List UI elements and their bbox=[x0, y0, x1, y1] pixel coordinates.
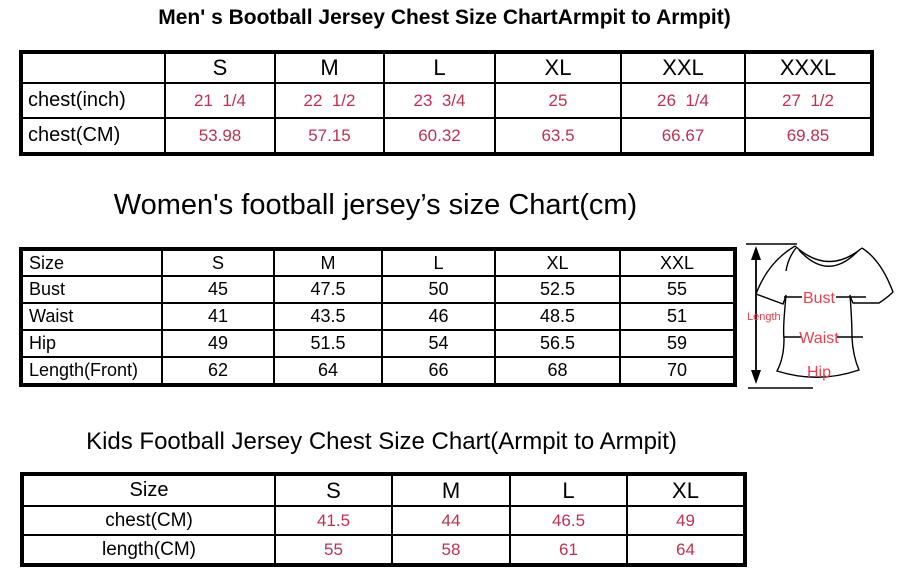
column-header: M bbox=[274, 51, 385, 84]
table-cell-value: 51.5 bbox=[273, 329, 383, 358]
kids-chart-title: Kids Football Jersey Chest Size Chart(Ar… bbox=[86, 428, 677, 455]
table-cell-value: 69.85 bbox=[744, 117, 873, 155]
table-row: Hip 49 51.5 54 56.5 59 bbox=[20, 329, 736, 358]
column-header: S bbox=[274, 473, 393, 507]
table-row: chest(CM) 53.98 57.15 60.32 63.5 66.67 6… bbox=[20, 117, 873, 155]
table-cell-value: 64 bbox=[626, 534, 746, 566]
column-header: XXXL bbox=[744, 51, 873, 84]
table-row: Length(Front) 62 64 66 68 70 bbox=[20, 356, 736, 386]
row-label: length(CM) bbox=[21, 534, 276, 566]
row-label: chest(CM) bbox=[20, 117, 166, 155]
table-cell-value: 51 bbox=[619, 302, 736, 331]
table-cell-value: 49 bbox=[626, 505, 746, 536]
table-row: length(CM) 55 58 61 64 bbox=[21, 534, 746, 566]
row-label: Length(Front) bbox=[20, 356, 163, 386]
length-arrow-icon bbox=[751, 246, 761, 384]
table-cell-value: 61 bbox=[509, 534, 628, 566]
table-cell-value: 25 bbox=[494, 82, 622, 119]
table-cell-value: 48.5 bbox=[494, 302, 621, 331]
table-cell-value: 60.32 bbox=[383, 117, 496, 155]
column-header: XXL bbox=[620, 51, 746, 84]
table-cell-value: 59 bbox=[619, 329, 736, 358]
table-cell-value: 41 bbox=[161, 302, 275, 331]
column-header: XXL bbox=[619, 248, 736, 277]
row-label: chest(CM) bbox=[21, 505, 276, 536]
men-size-table: S M L XL XXL XXXL chest(inch) 21 1/4 22 … bbox=[19, 50, 874, 156]
table-cell-value: 43.5 bbox=[273, 302, 383, 331]
column-header: S bbox=[161, 248, 275, 277]
row-label: Hip bbox=[20, 329, 163, 358]
table-row: Waist 41 43.5 46 48.5 51 bbox=[20, 302, 736, 331]
column-header bbox=[20, 51, 166, 84]
table-cell-value: 52.5 bbox=[494, 275, 621, 304]
kids-size-table: Size S M L XL chest(CM) 41.5 44 46.5 49 … bbox=[20, 472, 747, 567]
women-size-table: Size S M L XL XXL Bust 45 47.5 50 52.5 5… bbox=[19, 247, 737, 387]
table-row: chest(inch) 21 1/4 22 1/2 23 3/4 25 26 1… bbox=[20, 82, 873, 119]
table-cell-value: 64 bbox=[273, 356, 383, 386]
table-cell-value: 44 bbox=[391, 505, 511, 536]
column-header: M bbox=[273, 248, 383, 277]
table-cell-value: 66 bbox=[381, 356, 496, 386]
tshirt-outline bbox=[755, 245, 894, 378]
table-cell-value: 45 bbox=[161, 275, 275, 304]
row-label: Bust bbox=[20, 275, 163, 304]
table-cell-value: 21 1/4 bbox=[164, 82, 276, 119]
table-cell-value: 63.5 bbox=[494, 117, 622, 155]
column-header: S bbox=[164, 51, 276, 84]
table-cell-value: 23 3/4 bbox=[383, 82, 496, 119]
table-header-row: Size S M L XL XXL bbox=[20, 248, 736, 277]
table-cell-value: 56.5 bbox=[494, 329, 621, 358]
table-row: Bust 45 47.5 50 52.5 55 bbox=[20, 275, 736, 304]
table-cell-value: 55 bbox=[274, 534, 393, 566]
column-header: Size bbox=[20, 248, 163, 277]
table-cell-value: 58 bbox=[391, 534, 511, 566]
length-label: Length bbox=[747, 311, 781, 323]
table-cell-value: 22 1/2 bbox=[274, 82, 385, 119]
table-header-row: S M L XL XXL XXXL bbox=[20, 51, 873, 84]
column-header: L bbox=[383, 51, 496, 84]
bust-label: Bust bbox=[803, 290, 836, 307]
table-row: chest(CM) 41.5 44 46.5 49 bbox=[21, 505, 746, 536]
column-header: L bbox=[509, 473, 628, 507]
table-cell-value: 54 bbox=[381, 329, 496, 358]
table-cell-value: 68 bbox=[494, 356, 621, 386]
column-header: Size bbox=[21, 473, 276, 507]
column-header: XL bbox=[626, 473, 746, 507]
hip-label: Hip bbox=[807, 364, 831, 381]
column-header: L bbox=[381, 248, 496, 277]
table-cell-value: 62 bbox=[161, 356, 275, 386]
column-header: XL bbox=[494, 248, 621, 277]
column-header: M bbox=[391, 473, 511, 507]
table-cell-value: 53.98 bbox=[164, 117, 276, 155]
table-cell-value: 27 1/2 bbox=[744, 82, 873, 119]
table-cell-value: 66.67 bbox=[620, 117, 746, 155]
table-header-row: Size S M L XL bbox=[21, 473, 746, 507]
table-cell-value: 46 bbox=[381, 302, 496, 331]
table-cell-value: 70 bbox=[619, 356, 736, 386]
men-chart-title: Men' s Bootball Jersey Chest Size ChartA… bbox=[158, 6, 731, 29]
measurement-lines bbox=[784, 296, 866, 338]
row-label: Waist bbox=[20, 302, 163, 331]
table-cell-value: 46.5 bbox=[509, 505, 628, 536]
row-label: chest(inch) bbox=[20, 82, 166, 119]
table-cell-value: 50 bbox=[381, 275, 496, 304]
table-cell-value: 47.5 bbox=[273, 275, 383, 304]
table-cell-value: 49 bbox=[161, 329, 275, 358]
women-chart-title: Women's football jersey’s size Chart(cm) bbox=[113, 189, 638, 221]
table-cell-value: 26 1/4 bbox=[620, 82, 746, 119]
table-cell-value: 55 bbox=[619, 275, 736, 304]
table-cell-value: 57.15 bbox=[274, 117, 385, 155]
tshirt-measurement-diagram: Length Bust Waist Hip bbox=[746, 243, 894, 389]
table-cell-value: 41.5 bbox=[274, 505, 393, 536]
waist-label: Waist bbox=[799, 330, 839, 347]
column-header: XL bbox=[494, 51, 622, 84]
